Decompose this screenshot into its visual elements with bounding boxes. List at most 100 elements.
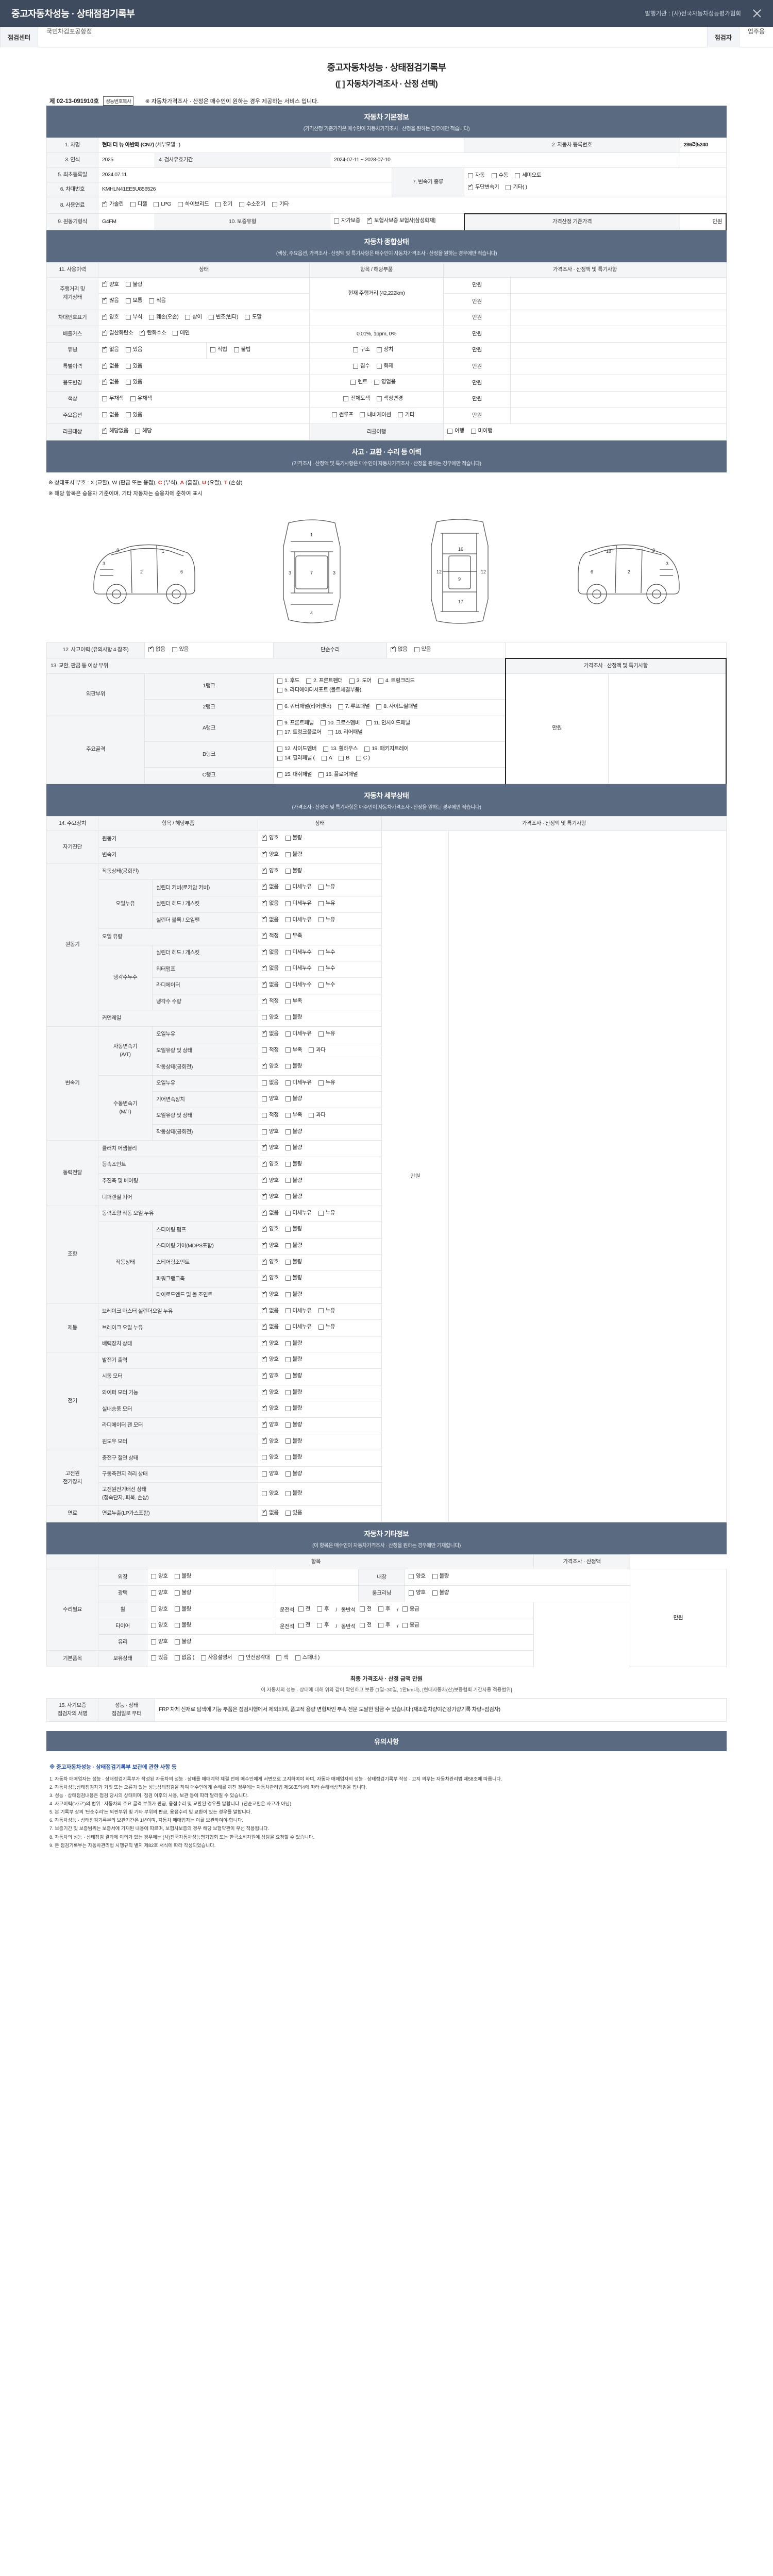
checkbox-option[interactable]: 불량 bbox=[285, 1274, 302, 1282]
checkbox-option[interactable]: 부식 bbox=[125, 313, 142, 321]
checkbox-box[interactable] bbox=[185, 314, 191, 320]
checkbox-box[interactable] bbox=[172, 647, 177, 652]
checkbox-option[interactable]: 없음 bbox=[102, 362, 119, 370]
checkbox-box[interactable] bbox=[262, 851, 267, 857]
checkbox-box[interactable] bbox=[318, 982, 324, 988]
checkbox-box[interactable] bbox=[318, 966, 324, 972]
checkbox-option[interactable]: 적음 bbox=[149, 297, 166, 305]
checkbox-box[interactable] bbox=[285, 1080, 291, 1086]
checkbox-box[interactable] bbox=[262, 1209, 267, 1216]
checkbox-option[interactable]: 양호 bbox=[262, 1258, 279, 1266]
checkbox-option[interactable]: 10. 크로스멤버 bbox=[320, 719, 360, 727]
checkbox-box[interactable] bbox=[125, 298, 131, 303]
checkbox-box[interactable] bbox=[356, 756, 361, 761]
checkbox-box[interactable] bbox=[402, 1606, 408, 1612]
checkbox-option[interactable]: 없음 bbox=[262, 883, 279, 891]
fuel-option[interactable]: 하이브리드 bbox=[178, 200, 209, 209]
checkbox-option[interactable]: 양호 bbox=[262, 1242, 279, 1250]
checkbox-option[interactable]: 불량 bbox=[285, 1225, 302, 1233]
checkbox-box[interactable] bbox=[376, 396, 382, 401]
checkbox-box[interactable] bbox=[262, 1112, 267, 1118]
checkbox-box[interactable] bbox=[262, 1323, 267, 1330]
checkbox-box[interactable] bbox=[285, 1015, 291, 1021]
checkbox-box[interactable] bbox=[125, 314, 131, 320]
checkbox-box[interactable] bbox=[317, 1623, 323, 1628]
checkbox-option[interactable]: 부족 bbox=[285, 1111, 302, 1120]
checkbox-option[interactable]: 2. 프론트펜더 bbox=[306, 677, 343, 685]
warranty-option[interactable]: 보험사보증 보험사[삼성화재] bbox=[367, 217, 435, 225]
checkbox-box[interactable] bbox=[149, 314, 155, 320]
checkbox-box[interactable] bbox=[285, 1178, 291, 1183]
simple-repair-option[interactable]: 없음 bbox=[391, 646, 408, 654]
checkbox-option[interactable]: 색상변경 bbox=[376, 395, 403, 403]
checkbox-box[interactable] bbox=[130, 201, 136, 207]
recall-option[interactable]: 해당 bbox=[135, 427, 152, 435]
checkbox-option[interactable]: 17. 트렁크플로어 bbox=[277, 728, 322, 737]
checkbox-option[interactable]: 과다 bbox=[309, 1046, 326, 1055]
checkbox-box[interactable] bbox=[102, 329, 107, 336]
checkbox-option[interactable]: 양호 bbox=[262, 1355, 279, 1364]
checkbox-option[interactable]: 14. 필러패널 ( bbox=[277, 754, 315, 762]
checkbox-box[interactable] bbox=[506, 185, 511, 191]
checkbox-box[interactable] bbox=[378, 1623, 383, 1628]
checkbox-option[interactable]: 영업용 bbox=[374, 378, 396, 386]
checkbox-box[interactable] bbox=[295, 1655, 300, 1661]
checkbox-box[interactable] bbox=[376, 363, 382, 369]
checkbox-box[interactable] bbox=[285, 1373, 291, 1379]
checkbox-box[interactable] bbox=[262, 1490, 267, 1496]
checkbox-box[interactable] bbox=[262, 1047, 267, 1053]
checkbox-box[interactable] bbox=[276, 1655, 282, 1661]
checkbox-box[interactable] bbox=[285, 1308, 291, 1314]
checkbox-option[interactable]: 기타 bbox=[397, 411, 415, 419]
checkbox-box[interactable] bbox=[285, 1455, 291, 1460]
checkbox-box[interactable] bbox=[151, 1574, 156, 1580]
checkbox-box[interactable] bbox=[350, 380, 356, 385]
wheel-position-option[interactable]: 전 bbox=[359, 1605, 372, 1614]
checkbox-option[interactable]: 적정 bbox=[262, 932, 279, 940]
checkbox-box[interactable] bbox=[262, 997, 267, 1004]
checkbox-box[interactable] bbox=[285, 1292, 291, 1297]
checkbox-option[interactable]: 있음 bbox=[125, 411, 142, 419]
checkbox-option[interactable]: 불량 bbox=[174, 1621, 191, 1630]
checkbox-option[interactable]: 불량 bbox=[285, 1258, 302, 1266]
checkbox-option[interactable]: 없음 bbox=[262, 1030, 279, 1038]
checkbox-option[interactable]: 미세누수 bbox=[285, 981, 312, 989]
simple-repair-option[interactable]: 있음 bbox=[414, 646, 431, 654]
checkbox-option[interactable]: 탄화수소 bbox=[140, 329, 166, 337]
checkbox-box[interactable] bbox=[318, 1210, 324, 1216]
checkbox-option[interactable]: 불량 bbox=[285, 1372, 302, 1380]
checkbox-option[interactable]: 매연 bbox=[173, 329, 190, 337]
checkbox-box[interactable] bbox=[174, 1639, 180, 1645]
checkbox-box[interactable] bbox=[414, 647, 419, 652]
checkbox-option[interactable]: 있음 bbox=[151, 1654, 168, 1662]
checkbox-box[interactable] bbox=[515, 173, 520, 178]
checkbox-option[interactable]: 불량 bbox=[285, 1062, 302, 1071]
checkbox-box[interactable] bbox=[470, 429, 476, 434]
checkbox-box[interactable] bbox=[378, 1606, 383, 1612]
checkbox-option[interactable]: 불량 bbox=[174, 1638, 191, 1646]
checkbox-box[interactable] bbox=[285, 1194, 291, 1199]
checkbox-option[interactable]: 양호 bbox=[262, 1128, 279, 1136]
checkbox-box[interactable] bbox=[262, 1080, 267, 1086]
checkbox-box[interactable] bbox=[491, 173, 497, 178]
checkbox-option[interactable]: 있음 bbox=[125, 362, 142, 370]
checkbox-box[interactable] bbox=[343, 396, 349, 401]
checkbox-option[interactable]: 양호 bbox=[151, 1572, 168, 1581]
checkbox-box[interactable] bbox=[174, 1655, 180, 1661]
checkbox-option[interactable]: 없음 bbox=[262, 1307, 279, 1315]
checkbox-box[interactable] bbox=[352, 347, 358, 352]
checkbox-option[interactable]: 안전삼각대 bbox=[238, 1654, 270, 1662]
checkbox-option[interactable]: 불법 bbox=[233, 346, 250, 354]
checkbox-box[interactable] bbox=[262, 1471, 267, 1477]
checkbox-box[interactable] bbox=[285, 1129, 291, 1134]
checkbox-option[interactable]: 누유 bbox=[318, 1323, 335, 1331]
checkbox-box[interactable] bbox=[262, 964, 267, 972]
wheel-position-option[interactable]: 전 bbox=[298, 1621, 310, 1630]
checkbox-box[interactable] bbox=[262, 981, 267, 988]
checkbox-option[interactable]: 부족 bbox=[285, 997, 302, 1006]
checkbox-box[interactable] bbox=[352, 363, 358, 369]
checkbox-box[interactable] bbox=[125, 282, 131, 287]
checkbox-box[interactable] bbox=[339, 756, 344, 761]
checkbox-option[interactable]: 변조(변타) bbox=[208, 313, 238, 321]
checkbox-option[interactable]: 화재 bbox=[376, 362, 393, 370]
